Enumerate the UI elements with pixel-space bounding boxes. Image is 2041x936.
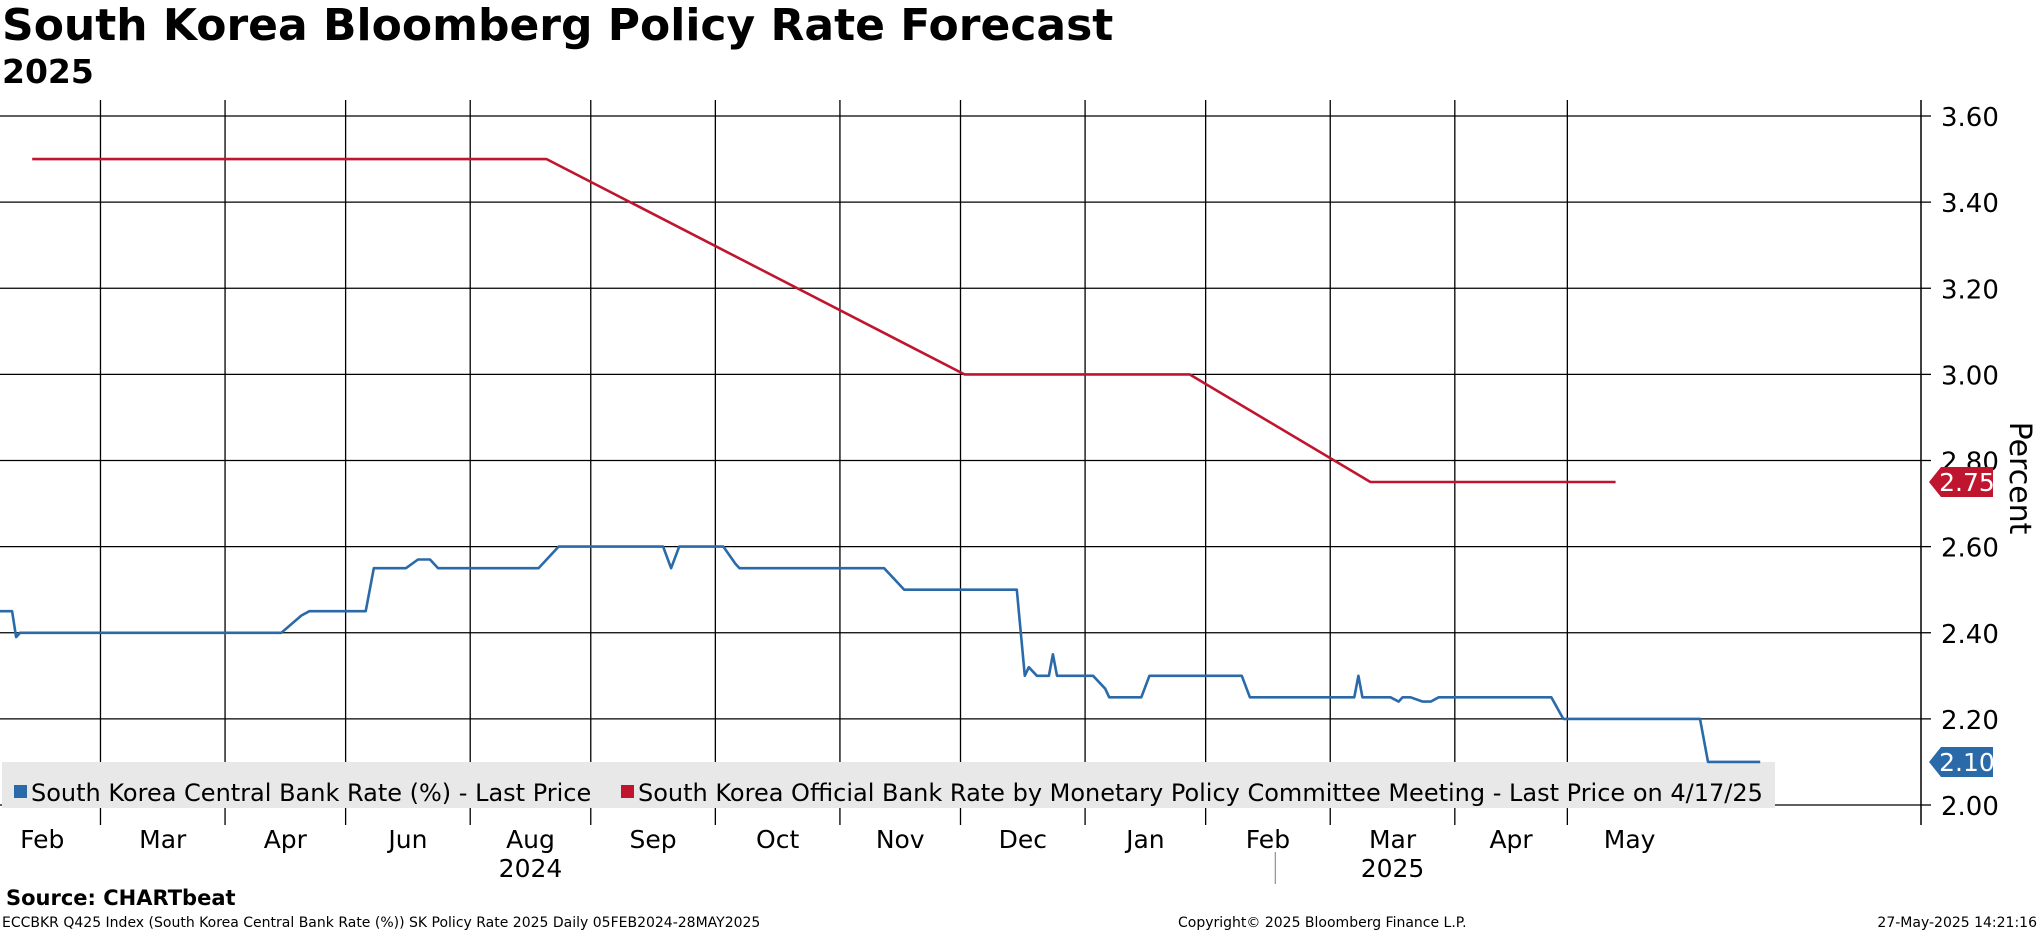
x-tick-label: Dec (999, 825, 1047, 854)
x-tick-label: Jan (1124, 825, 1165, 854)
x-tick-label: Mar (139, 825, 187, 854)
y-tick-label: 2.00 (1941, 792, 1999, 822)
last-value-label-1: 2.75 (1939, 468, 1995, 497)
year-label-2025: 2025 (1361, 854, 1425, 883)
x-tick-label: Aug (506, 825, 555, 854)
x-tick-label: Feb (1246, 825, 1290, 854)
y-tick-label: 3.40 (1941, 189, 1999, 219)
x-tick-label: Jun (386, 825, 427, 854)
last-value-badge-1 (1929, 467, 1993, 498)
x-tick-label: Mar (1369, 825, 1417, 854)
source-note: Source: CHARTbeat (6, 886, 236, 910)
x-tick-label: May (1604, 825, 1656, 854)
series-layer (0, 157, 1761, 764)
legend-swatch-red (621, 785, 634, 798)
footer-ticker-info: ECCBKR Q425 Index (South Korea Central B… (2, 915, 761, 931)
x-tick-label: Apr (1489, 825, 1533, 854)
series-line-1 (32, 157, 1616, 484)
footer-timestamp: 27-May-2025 14:21:16 (1877, 915, 2037, 931)
x-tick-label: Sep (629, 825, 676, 854)
footer-copyright: Copyright© 2025 Bloomberg Finance L.P. (1178, 915, 1467, 931)
last-value-badge-0 (1929, 746, 1993, 777)
x-tick-label: Nov (876, 825, 925, 854)
last-value-label-0: 2.10 (1939, 748, 1995, 777)
y-tick-label: 3.20 (1941, 275, 1999, 305)
y-tick-label: 3.60 (1941, 103, 1999, 133)
y-axis-title: Percent (2002, 422, 2037, 535)
chart-title: South Korea Bloomberg Policy Rate Foreca… (2, 0, 1114, 51)
year-label-2024: 2024 (499, 854, 563, 883)
chart-subtitle: 2025 (2, 52, 94, 91)
legend: South Korea Central Bank Rate (%) - Last… (2, 762, 1775, 808)
legend-background (2, 762, 1775, 808)
x-tick-label: Feb (20, 825, 64, 854)
y-tick-label: 2.20 (1941, 706, 1999, 736)
x-tick-label: Apr (264, 825, 308, 854)
legend-label-official-bank-rate: South Korea Official Bank Rate by Moneta… (638, 779, 1763, 807)
x-tick-label: Oct (756, 825, 799, 854)
y-tick-label: 2.40 (1941, 620, 1999, 650)
y-tick-label: 2.60 (1941, 534, 1999, 564)
legend-swatch-blue (14, 785, 27, 798)
legend-label-central-bank-rate: South Korea Central Bank Rate (%) - Last… (31, 779, 591, 807)
y-tick-label: 3.00 (1941, 361, 1999, 391)
series-line-0 (0, 545, 1761, 764)
grid-layer (0, 100, 1921, 825)
